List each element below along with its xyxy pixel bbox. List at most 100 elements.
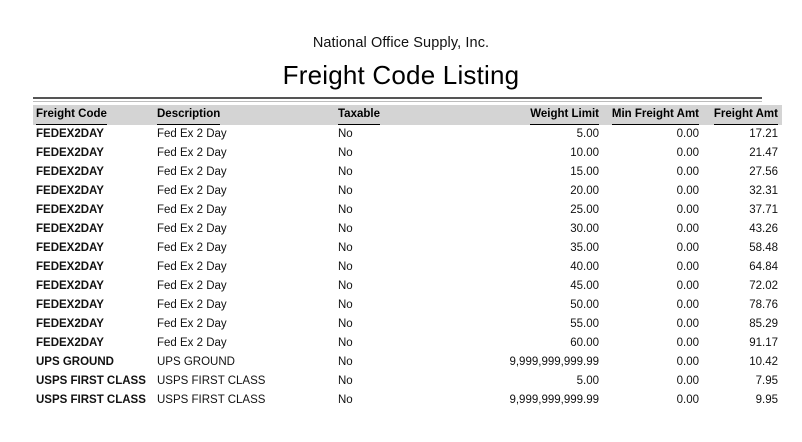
cell-freight-code: FEDEX2DAY — [36, 128, 104, 140]
column-header-description[interactable]: Description — [154, 105, 335, 125]
column-header-freight-amt-label: Freight Amt — [713, 105, 778, 125]
freight-code-table: Freight Code Description Taxable Weight … — [33, 105, 782, 410]
cell-min-freight: 0.00 — [676, 375, 699, 387]
cell-freight-amt: 64.84 — [749, 261, 778, 273]
cell-taxable: No — [338, 128, 353, 140]
cell-freight-code: FEDEX2DAY — [36, 185, 104, 197]
cell-freight-code: FEDEX2DAY — [36, 318, 104, 330]
cell-taxable: No — [338, 261, 353, 273]
cell-description: Fed Ex 2 Day — [157, 185, 227, 197]
column-header-taxable[interactable]: Taxable — [335, 105, 470, 125]
table-top-rule — [33, 97, 762, 99]
table-row: USPS FIRST CLASS USPS FIRST CLASS No 5.00 0.… — [33, 372, 782, 391]
table-row: FEDEX2DAY Fed Ex 2 Day No 15.00 0.00 27.56 — [33, 163, 782, 182]
table-row: FEDEX2DAY Fed Ex 2 Day No 20.00 0.00 32.31 — [33, 182, 782, 201]
cell-freight-amt: 91.17 — [749, 337, 778, 349]
cell-min-freight: 0.00 — [676, 299, 699, 311]
cell-min-freight: 0.00 — [676, 356, 699, 368]
cell-description: USPS FIRST CLASS — [157, 375, 266, 387]
cell-min-freight: 0.00 — [676, 337, 699, 349]
cell-freight-amt: 7.95 — [755, 375, 778, 387]
cell-weight-limit: 60.00 — [570, 337, 599, 349]
cell-weight-limit: 40.00 — [570, 261, 599, 273]
cell-description: Fed Ex 2 Day — [157, 242, 227, 254]
table-row: FEDEX2DAY Fed Ex 2 Day No 55.00 0.00 85.29 — [33, 315, 782, 334]
cell-freight-amt: 9.95 — [755, 394, 778, 406]
cell-description: Fed Ex 2 Day — [157, 299, 227, 311]
cell-freight-code: FEDEX2DAY — [36, 204, 104, 216]
cell-freight-amt: 17.21 — [749, 128, 778, 140]
column-header-min-freight-amt-label: Min Freight Amt — [611, 105, 699, 125]
cell-freight-amt: 85.29 — [749, 318, 778, 330]
cell-freight-code: FEDEX2DAY — [36, 242, 104, 254]
column-header-freight-code-label: Freight Code — [36, 105, 107, 125]
cell-weight-limit: 55.00 — [570, 318, 599, 330]
report-header: National Office Supply, Inc. Freight Cod… — [0, 0, 802, 92]
table-row: FEDEX2DAY Fed Ex 2 Day No 10.00 0.00 21.47 — [33, 144, 782, 163]
cell-description: Fed Ex 2 Day — [157, 128, 227, 140]
cell-taxable: No — [338, 356, 353, 368]
cell-description: Fed Ex 2 Day — [157, 166, 227, 178]
cell-freight-code: FEDEX2DAY — [36, 147, 104, 159]
cell-taxable: No — [338, 394, 353, 406]
column-header-description-label: Description — [157, 105, 221, 125]
table-rule-gap — [33, 99, 762, 101]
column-header-taxable-label: Taxable — [338, 105, 380, 125]
cell-taxable: No — [338, 185, 353, 197]
table-row: UPS GROUND UPS GROUND No 9,999,999,999.99 0.… — [33, 353, 782, 372]
table-row: FEDEX2DAY Fed Ex 2 Day No 30.00 0.00 43.26 — [33, 220, 782, 239]
cell-taxable: No — [338, 299, 353, 311]
cell-description: USPS FIRST CLASS — [157, 394, 266, 406]
cell-weight-limit: 45.00 — [570, 280, 599, 292]
cell-freight-code: FEDEX2DAY — [36, 261, 104, 273]
cell-freight-amt: 10.42 — [749, 356, 778, 368]
cell-taxable: No — [338, 204, 353, 216]
cell-taxable: No — [338, 166, 353, 178]
cell-weight-limit: 10.00 — [570, 147, 599, 159]
table-body: FEDEX2DAY Fed Ex 2 Day No 5.00 0.00 17.21 FEDE… — [33, 125, 782, 410]
column-header-weight-limit-label: Weight Limit — [530, 105, 599, 125]
cell-weight-limit: 25.00 — [570, 204, 599, 216]
cell-min-freight: 0.00 — [676, 280, 699, 292]
cell-min-freight: 0.00 — [676, 147, 699, 159]
cell-taxable: No — [338, 242, 353, 254]
column-header-freight-amt[interactable]: Freight Amt — [702, 105, 782, 125]
cell-min-freight: 0.00 — [676, 394, 699, 406]
page-title: Freight Code Listing — [282, 60, 520, 90]
column-header-freight-code[interactable]: Freight Code — [33, 105, 154, 125]
cell-taxable: No — [338, 337, 353, 349]
cell-min-freight: 0.00 — [676, 128, 699, 140]
table-row: FEDEX2DAY Fed Ex 2 Day No 5.00 0.00 17.21 — [33, 125, 782, 144]
cell-min-freight: 0.00 — [676, 223, 699, 235]
cell-freight-code: FEDEX2DAY — [36, 166, 104, 178]
column-header-min-freight-amt[interactable]: Min Freight Amt — [603, 105, 702, 125]
cell-freight-amt: 32.31 — [749, 185, 778, 197]
table-row: FEDEX2DAY Fed Ex 2 Day No 60.00 0.00 91.17 — [33, 334, 782, 353]
column-header-weight-limit[interactable]: Weight Limit — [470, 105, 603, 125]
table-row: FEDEX2DAY Fed Ex 2 Day No 25.00 0.00 37.71 — [33, 201, 782, 220]
cell-taxable: No — [338, 147, 353, 159]
table-row: USPS FIRST CLASS USPS FIRST CLASS No 9,999,… — [33, 391, 782, 410]
cell-taxable: No — [338, 223, 353, 235]
cell-freight-amt: 78.76 — [749, 299, 778, 311]
cell-freight-amt: 58.48 — [749, 242, 778, 254]
cell-weight-limit: 9,999,999,999.99 — [509, 356, 599, 368]
cell-freight-amt: 27.56 — [749, 166, 778, 178]
cell-description: Fed Ex 2 Day — [157, 280, 227, 292]
cell-freight-code: FEDEX2DAY — [36, 337, 104, 349]
cell-freight-code: FEDEX2DAY — [36, 299, 104, 311]
cell-freight-code: USPS FIRST CLASS — [36, 375, 146, 387]
cell-weight-limit: 5.00 — [576, 375, 599, 387]
cell-min-freight: 0.00 — [676, 185, 699, 197]
cell-description: Fed Ex 2 Day — [157, 261, 227, 273]
cell-weight-limit: 15.00 — [570, 166, 599, 178]
company-name: National Office Supply, Inc. — [312, 35, 490, 51]
cell-taxable: No — [338, 318, 353, 330]
cell-weight-limit: 20.00 — [570, 185, 599, 197]
cell-min-freight: 0.00 — [676, 204, 699, 216]
cell-description: Fed Ex 2 Day — [157, 318, 227, 330]
cell-min-freight: 0.00 — [676, 318, 699, 330]
freight-code-table-wrap: Freight Code Description Taxable Weight … — [33, 97, 782, 410]
cell-freight-amt: 37.71 — [749, 204, 778, 216]
cell-description: Fed Ex 2 Day — [157, 147, 227, 159]
